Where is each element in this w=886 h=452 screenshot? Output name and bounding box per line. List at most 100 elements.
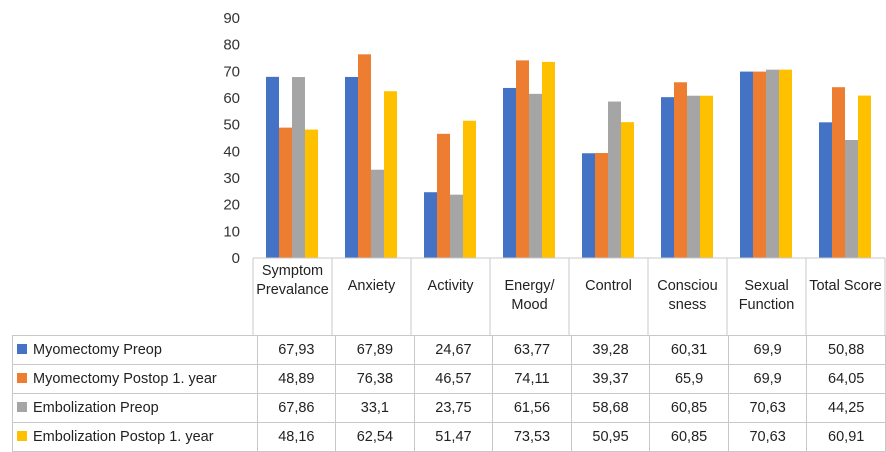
data-label: 60,85 <box>649 422 729 452</box>
bar <box>779 69 792 258</box>
bar <box>858 95 871 258</box>
series-name: Myomectomy Preop <box>33 342 162 358</box>
bar <box>503 87 516 259</box>
y-tick-label: 70 <box>223 63 240 80</box>
data-label: 73,53 <box>492 422 572 452</box>
y-tick-label: 50 <box>223 117 240 134</box>
data-label: 50,95 <box>570 422 651 452</box>
category-label: Anxiety <box>347 278 396 294</box>
bar <box>424 192 437 258</box>
table-row: Myomectomy Preop 67,93 67,89 24,67 63,77 39,2… <box>12 335 886 365</box>
series-name: Embolization Postop 1. year <box>33 429 214 445</box>
series-name: Embolization Preop <box>33 400 159 416</box>
bar <box>819 122 832 258</box>
y-tick-label: 40 <box>223 143 240 160</box>
bar <box>608 101 621 259</box>
bar <box>753 71 766 258</box>
category-label: Consciou sness <box>657 278 718 313</box>
data-label: 69,9 <box>727 335 808 365</box>
bar <box>621 122 634 258</box>
series-name-cell: Myomectomy Preop <box>12 335 258 365</box>
data-label: 64,05 <box>806 364 886 394</box>
data-label: 23,75 <box>413 393 494 423</box>
data-label: 62,54 <box>335 422 415 452</box>
bar <box>292 77 305 258</box>
data-label: 60,91 <box>806 422 886 452</box>
bar-group <box>266 54 871 259</box>
bar <box>279 127 292 258</box>
y-tick-label: 90 <box>223 10 240 27</box>
data-label: 48,89 <box>256 364 337 394</box>
category-label: Total Score <box>809 278 882 294</box>
bar <box>516 60 529 258</box>
data-label: 74,11 <box>492 364 572 394</box>
y-tick-label: 30 <box>223 170 240 187</box>
bar <box>582 153 595 258</box>
data-label: 48,16 <box>256 422 337 452</box>
data-label: 70,63 <box>727 393 808 423</box>
data-label: 24,67 <box>413 335 494 365</box>
y-tick-label: 0 <box>232 250 240 267</box>
bar <box>384 91 397 258</box>
data-label: 33,1 <box>335 393 415 423</box>
bar <box>463 120 476 258</box>
table-row: Embolization Preop 67,86 33,1 23,75 61,56 58,… <box>12 393 886 423</box>
bar <box>766 69 779 258</box>
y-tick-label: 10 <box>223 223 240 240</box>
data-label: 58,68 <box>570 393 651 423</box>
category-label: Energy/ Mood <box>504 278 555 313</box>
bar <box>661 97 674 258</box>
series-name: Myomectomy Postop 1. year <box>33 371 217 387</box>
data-label: 60,31 <box>649 335 729 365</box>
bar <box>266 76 279 258</box>
data-label: 67,89 <box>335 335 415 365</box>
legend-swatch <box>17 373 27 383</box>
series-name-cell: Embolization Preop <box>12 393 258 423</box>
series-name-cell: Myomectomy Postop 1. year <box>12 364 258 394</box>
table-row: Myomectomy Postop 1. year 48,89 76,38 46,57… <box>12 364 886 394</box>
data-label: 39,28 <box>570 335 651 365</box>
legend-swatch <box>17 431 27 441</box>
y-axis: 0 10 20 30 40 50 60 70 80 90 <box>223 10 240 267</box>
data-label: 69,9 <box>727 364 808 394</box>
bar <box>437 133 450 258</box>
data-table: Myomectomy Preop 67,93 67,89 24,67 63,77 39,2… <box>12 335 886 452</box>
data-label: 39,37 <box>570 364 651 394</box>
bar <box>450 194 463 258</box>
bar <box>687 95 700 258</box>
table-row: Embolization Postop 1. year 48,16 62,54 51,… <box>12 422 886 452</box>
y-tick-label: 20 <box>223 197 240 214</box>
data-label: 44,25 <box>806 393 886 423</box>
data-label: 63,77 <box>492 335 572 365</box>
data-label: 65,9 <box>649 364 729 394</box>
data-label: 50,88 <box>806 335 886 365</box>
bar <box>845 140 858 258</box>
bar <box>674 82 687 259</box>
category-label: Control <box>585 278 632 294</box>
bar <box>358 54 371 258</box>
data-label: 60,85 <box>649 393 729 423</box>
data-label: 70,63 <box>727 422 808 452</box>
y-tick-label: 80 <box>223 37 240 54</box>
data-label: 51,47 <box>413 422 494 452</box>
legend-swatch <box>17 402 27 412</box>
data-label: 46,57 <box>413 364 494 394</box>
data-label: 67,86 <box>256 393 337 423</box>
data-label: 76,38 <box>335 364 415 394</box>
bar <box>832 87 845 258</box>
bar <box>542 61 555 258</box>
bar <box>595 153 608 258</box>
bar <box>740 71 753 258</box>
bar <box>700 95 713 258</box>
data-label: 67,93 <box>256 335 337 365</box>
bar <box>345 76 358 259</box>
legend-swatch <box>17 344 27 354</box>
bar <box>305 129 318 258</box>
y-tick-label: 60 <box>223 90 240 107</box>
category-label: Activity <box>427 278 474 294</box>
bar <box>371 169 384 258</box>
bar <box>529 93 542 258</box>
category-label: Symptom Prevalance <box>256 263 329 298</box>
series-name-cell: Embolization Postop 1. year <box>12 422 258 452</box>
